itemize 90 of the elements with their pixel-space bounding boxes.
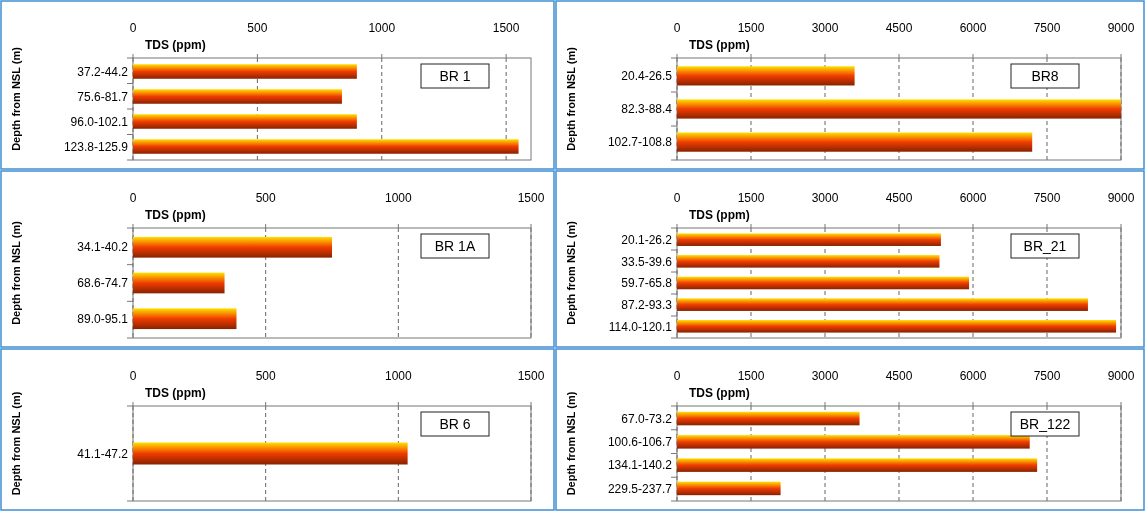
- y-tick-label: 134.1-140.2: [607, 458, 673, 473]
- bar: [677, 99, 1121, 119]
- x-tick-label: 1500: [517, 369, 545, 383]
- x-tick-label: 7500: [1033, 191, 1061, 205]
- x-axis-title: TDS (ppm): [689, 386, 750, 400]
- y-axis-title: Depth from NSL (m): [565, 391, 577, 496]
- text: BR 1: [439, 67, 471, 84]
- x-tick-label: 9000: [1107, 191, 1135, 205]
- x-tick-label: 6000: [959, 369, 987, 383]
- bar: [677, 255, 940, 268]
- x-tick-label: 1000: [384, 369, 412, 383]
- x-tick-label: 9000: [1107, 369, 1135, 383]
- y-tick-label: 20.1-26.2: [621, 232, 673, 247]
- bar: [677, 298, 1088, 311]
- bar: [677, 458, 1038, 472]
- x-tick-label: 6000: [959, 21, 987, 35]
- bar: [133, 139, 519, 154]
- x-tick-label: 500: [255, 191, 276, 205]
- x-tick-label: 3000: [811, 369, 839, 383]
- y-tick-label: 34.1-40.2: [77, 240, 129, 255]
- x-tick-label: 1500: [737, 21, 765, 35]
- x-tick-label: 7500: [1033, 21, 1061, 35]
- bar: [677, 481, 781, 496]
- y-tick-label: 20.4-26.5: [621, 69, 673, 84]
- y-axis-title: Depth from NSL (m): [565, 46, 577, 151]
- bar: [133, 308, 237, 330]
- bar: [677, 435, 1030, 449]
- y-tick-label: 96.0-102.1: [70, 114, 129, 129]
- bar: [133, 64, 357, 79]
- y-tick-label: 229.5-237.7: [607, 481, 673, 496]
- x-tick-label: 3000: [811, 191, 839, 205]
- y-tick-label: 75.6-81.7: [77, 89, 129, 104]
- x-tick-label: 0: [129, 369, 137, 383]
- x-tick-label: 7500: [1033, 369, 1061, 383]
- text: BR 1A: [434, 237, 476, 254]
- x-tick-label: 4500: [885, 191, 913, 205]
- y-tick-label: 59.7-65.8: [621, 276, 673, 291]
- y-tick-label: 87.2-93.3: [621, 297, 673, 312]
- y-tick-label: 100.6-106.7: [607, 435, 673, 450]
- bar: [677, 320, 1117, 333]
- y-tick-label: 123.8-125.9: [63, 139, 129, 154]
- x-axis-title: TDS (ppm): [145, 208, 206, 222]
- x-tick-label: 4500: [885, 21, 913, 35]
- x-tick-label: 0: [129, 191, 137, 205]
- y-tick-label: 82.3-88.4: [621, 102, 673, 117]
- y-tick-label: 67.0-73.2: [621, 411, 673, 426]
- x-axis-title: TDS (ppm): [145, 386, 206, 400]
- x-tick-label: 1000: [384, 191, 412, 205]
- y-tick-label: 114.0-120.1: [608, 319, 673, 334]
- y-axis-title: Depth from NSL (m): [10, 391, 22, 496]
- x-tick-label: 3000: [811, 21, 839, 35]
- x-tick-label: 500: [255, 369, 276, 383]
- x-tick-label: 6000: [959, 191, 987, 205]
- y-tick-label: 33.5-39.6: [621, 254, 673, 269]
- y-axis-title: Depth from NSL (m): [565, 220, 577, 325]
- x-tick-label: 1500: [492, 21, 520, 35]
- bar: [677, 66, 855, 86]
- bar: [677, 276, 970, 290]
- x-axis-title: TDS (ppm): [145, 38, 206, 52]
- x-tick-label: 0: [673, 369, 681, 383]
- x-tick-label: 9000: [1107, 21, 1135, 35]
- text: BR_21: [1023, 237, 1067, 254]
- x-tick-label: 0: [129, 21, 137, 35]
- x-axis-title: TDS (ppm): [689, 208, 750, 222]
- y-axis-title: Depth from NSL (m): [10, 220, 22, 325]
- x-tick-label: 1500: [737, 191, 765, 205]
- x-tick-label: 1000: [368, 21, 396, 35]
- text: BR8: [1031, 67, 1059, 84]
- x-tick-label: 4500: [885, 369, 913, 383]
- bar: [677, 132, 1033, 152]
- bar: [677, 233, 941, 246]
- bar: [133, 89, 342, 104]
- x-tick-label: 500: [247, 21, 268, 35]
- bar: [133, 272, 225, 294]
- y-tick-label: 89.0-95.1: [77, 311, 129, 326]
- bar: [133, 236, 332, 258]
- text: BR 6: [439, 415, 471, 432]
- bar: [133, 114, 357, 129]
- y-tick-label: 102.7-108.8: [607, 135, 673, 150]
- x-axis-title: TDS (ppm): [689, 38, 750, 52]
- text: BR_122: [1019, 415, 1071, 432]
- y-tick-label: 68.6-74.7: [77, 276, 129, 291]
- y-axis-title: Depth from NSL (m): [10, 46, 22, 151]
- bar: [677, 411, 860, 426]
- x-tick-label: 0: [673, 21, 681, 35]
- x-tick-label: 0: [673, 191, 681, 205]
- y-tick-label: 37.2-44.2: [77, 64, 129, 79]
- x-tick-label: 1500: [517, 191, 545, 205]
- x-tick-label: 1500: [737, 369, 765, 383]
- y-tick-label: 41.1-47.2: [77, 446, 129, 461]
